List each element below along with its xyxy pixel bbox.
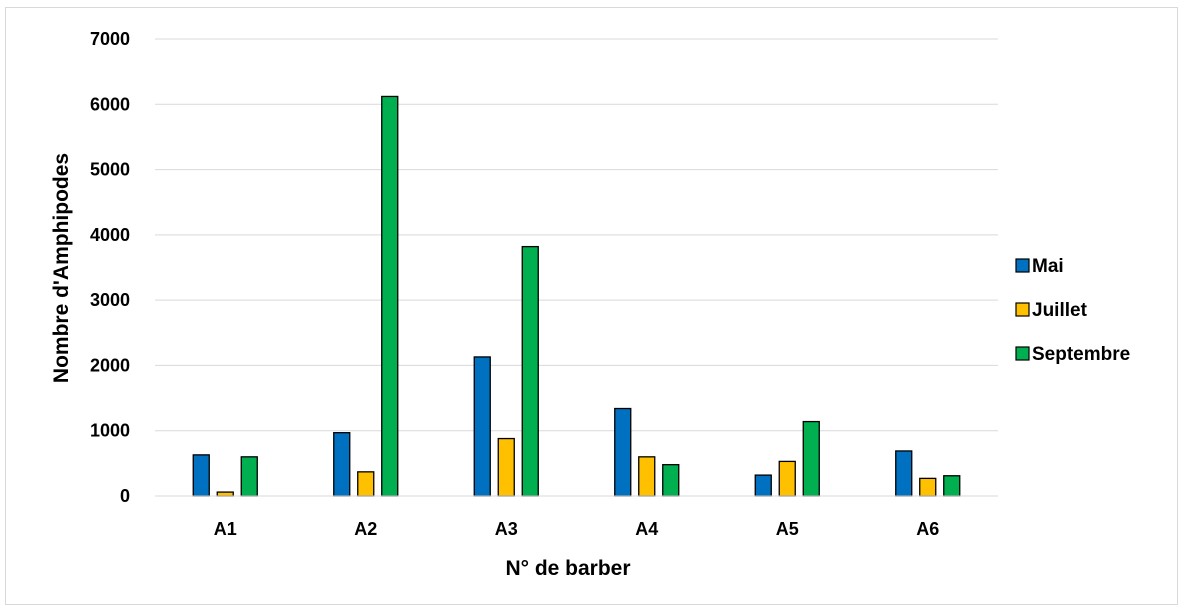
y-tick-label-2000: 2000: [90, 355, 130, 375]
bar-A3-septembre: [521, 245, 539, 497]
bar-A6-juillet: [919, 477, 937, 497]
bar-A4-septembre: [662, 464, 680, 497]
x-axis-ticks: A1 A2 A3 A4 A5 A6: [214, 519, 940, 539]
x-tick-label-A2: A2: [354, 519, 377, 539]
x-tick-label-A6: A6: [916, 519, 939, 539]
bar-A2-mai: [333, 432, 351, 497]
legend-label-juillet: Juillet: [1032, 300, 1088, 321]
y-tick-label-6000: 6000: [90, 94, 130, 114]
gridlines: [155, 38, 998, 497]
x-tick-label-A3: A3: [495, 519, 518, 539]
y-axis-title: Nombre d'Amphipodes: [50, 153, 73, 383]
x-tick-label-A1: A1: [214, 519, 237, 539]
x-tick-label-A4: A4: [635, 519, 658, 539]
bar-A3-mai: [473, 356, 491, 497]
x-axis-title: N° de barber: [505, 557, 630, 580]
bars: [155, 95, 998, 497]
x-tick-label-A5: A5: [776, 519, 799, 539]
y-tick-label-3000: 3000: [90, 290, 130, 310]
bar-A2-septembre: [381, 95, 399, 497]
legend-swatch-septembre: [1015, 346, 1030, 361]
bar-A2-juillet: [357, 471, 375, 497]
legend: Mai Juillet Septembre: [1015, 256, 1130, 365]
y-axis-ticks: 0 1000 2000 3000 4000 5000 6000 7000: [90, 29, 130, 506]
legend-swatch-juillet: [1015, 302, 1030, 317]
bar-A1-juillet: [216, 491, 234, 497]
bar-A1-septembre: [240, 456, 258, 497]
bar-A5-mai: [754, 474, 772, 497]
bar-A6-mai: [895, 450, 913, 497]
bar-A6-septembre: [943, 475, 961, 497]
bar-A4-mai: [614, 407, 632, 497]
legend-label-septembre: Septembre: [1032, 344, 1130, 365]
legend-label-mai: Mai: [1032, 256, 1064, 277]
y-tick-label-1000: 1000: [90, 421, 130, 441]
legend-swatch-mai: [1015, 258, 1030, 273]
bar-A4-juillet: [638, 456, 656, 497]
bar-A1-mai: [192, 454, 210, 497]
y-tick-label-4000: 4000: [90, 225, 130, 245]
y-tick-label-5000: 5000: [90, 160, 130, 180]
y-tick-label-0: 0: [120, 486, 130, 506]
bar-A3-juillet: [497, 437, 515, 497]
bar-A5-juillet: [778, 460, 796, 497]
chart-frame: [5, 7, 1178, 605]
y-tick-label-7000: 7000: [90, 29, 130, 49]
bar-A5-septembre: [802, 420, 820, 497]
